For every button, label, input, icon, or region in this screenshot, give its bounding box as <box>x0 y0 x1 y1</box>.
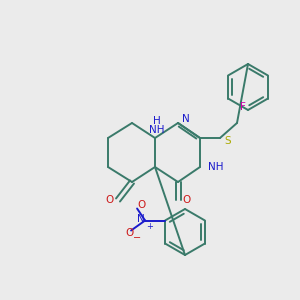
Text: NH: NH <box>149 125 165 135</box>
Text: NH: NH <box>208 162 224 172</box>
Text: F: F <box>240 102 246 112</box>
Text: O: O <box>182 195 190 205</box>
Text: H: H <box>153 116 161 126</box>
Text: +: + <box>147 222 154 231</box>
Text: O: O <box>137 200 145 209</box>
Text: S: S <box>224 136 231 146</box>
Text: O: O <box>125 229 133 238</box>
Text: N: N <box>182 114 190 124</box>
Text: −: − <box>133 233 141 244</box>
Text: O: O <box>106 195 114 205</box>
Text: N: N <box>137 214 145 224</box>
